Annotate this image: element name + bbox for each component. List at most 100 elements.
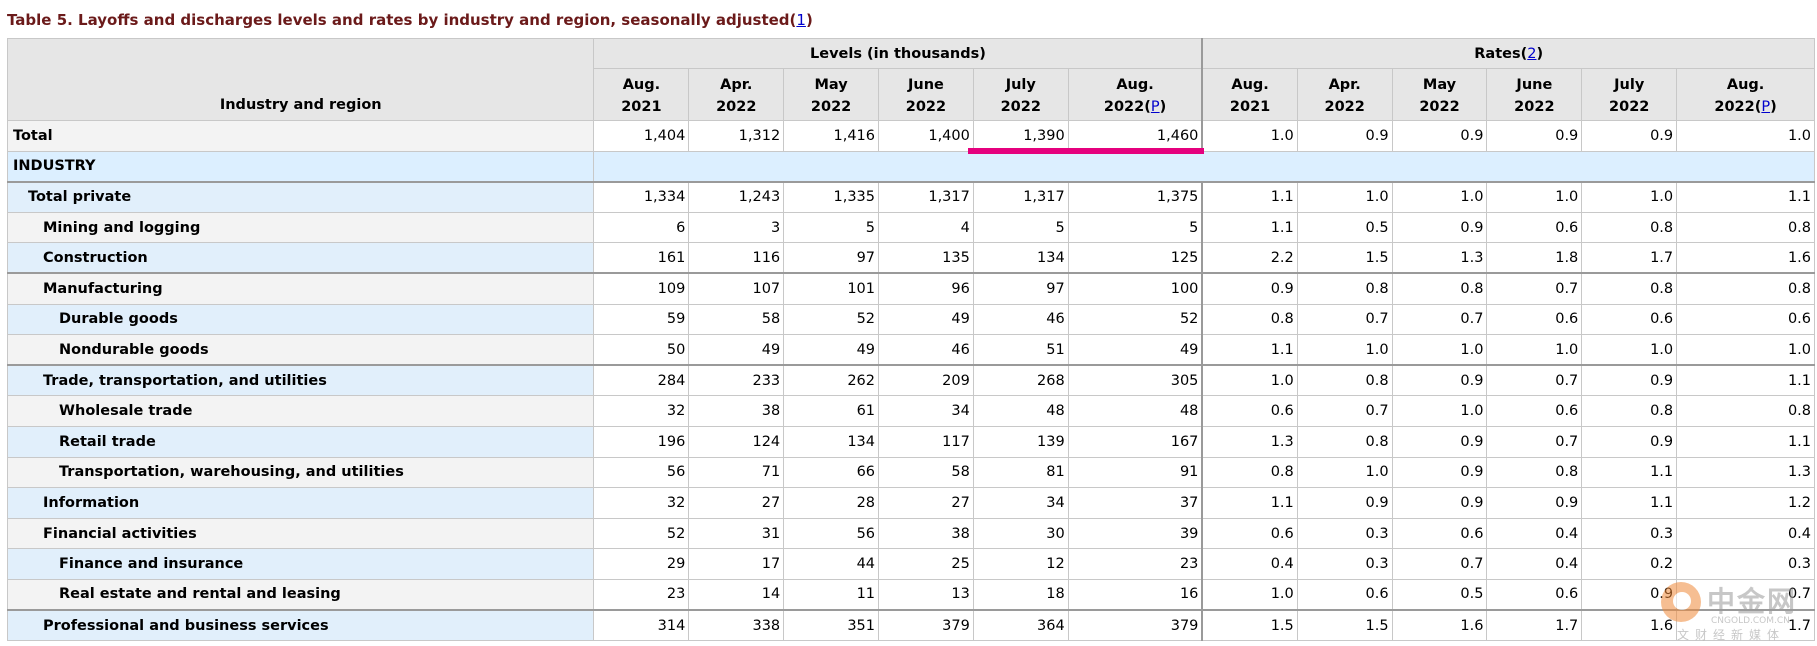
rate-cell: 1.7: [1486, 609, 1583, 642]
rate-cell: 0.4: [1676, 517, 1815, 550]
level-cell: 4: [878, 211, 974, 244]
level-cell: 1,243: [688, 180, 785, 213]
table-row: Trade, transportation, and utilities 284 2…: [6, 364, 1815, 397]
level-cell: 50: [593, 334, 690, 366]
level-cell: 1,375: [1067, 180, 1203, 213]
rate-cell: 0.8: [1581, 211, 1678, 244]
row-label: Mining and logging: [6, 211, 595, 244]
level-cell: 27: [878, 487, 974, 519]
table-row: Finance and insurance 29 17 44 25 12 23 0.4 0.3 0…: [6, 548, 1815, 580]
row-label: Manufacturing: [6, 272, 595, 305]
rate-cell: 0.9: [1296, 487, 1393, 519]
rate-cell: 2.2: [1201, 242, 1298, 274]
preliminary-link[interactable]: P: [1150, 98, 1160, 115]
table-row: Total 1,404 1,312 1,416 1,400 1,390 1,460 1.0 0.…: [6, 120, 1815, 152]
level-cell: 379: [1067, 609, 1203, 642]
rate-cell: 1.1: [1201, 487, 1298, 519]
rates-month-header: Aug. 2021: [1201, 68, 1298, 121]
rate-cell: 1.0: [1296, 334, 1393, 366]
level-cell: 96: [878, 272, 974, 305]
level-cell: 32: [593, 395, 690, 427]
rates-footnote-link[interactable]: 2: [1527, 45, 1537, 62]
level-cell: 100: [1067, 272, 1203, 305]
levels-month-header: Aug. 2022(P): [1067, 68, 1203, 121]
rate-cell: 1.0: [1486, 180, 1583, 213]
rate-cell: 0.7: [1486, 364, 1583, 397]
row-label: Information: [6, 487, 595, 519]
rate-cell: 1.3: [1676, 456, 1815, 489]
rate-cell: 0.3: [1676, 548, 1815, 580]
preliminary-link[interactable]: P: [1761, 98, 1771, 115]
level-cell: 5: [1067, 211, 1203, 244]
rate-cell: 1.0: [1201, 120, 1298, 152]
level-cell: 31: [688, 517, 785, 550]
rate-cell: 0.8: [1676, 395, 1815, 427]
rate-cell: 1.0: [1581, 334, 1678, 366]
rate-cell: 0.9: [1486, 120, 1583, 152]
level-cell: 49: [878, 303, 974, 336]
level-cell: 116: [688, 242, 785, 274]
rate-cell: 1.6: [1391, 609, 1488, 642]
level-cell: 25: [878, 548, 974, 580]
level-cell: 161: [593, 242, 690, 274]
level-cell: 81: [972, 456, 1069, 489]
level-cell: 284: [593, 364, 690, 397]
rate-cell: 0.9: [1581, 120, 1678, 152]
watermark: 中金网 CNGOLD.COM.CN 文财经新媒体: [1655, 578, 1815, 644]
table-row: Durable goods 59 58 52 49 46 52 0.8 0.7 0.7 0.6 0.6…: [6, 303, 1815, 336]
level-cell: 56: [783, 517, 880, 550]
table-caption: Table 5. Layoffs and discharges levels a…: [7, 11, 813, 29]
watermark-url: CNGOLD.COM.CN: [1711, 616, 1790, 626]
level-cell: 305: [1067, 364, 1203, 397]
rate-cell: 1.5: [1201, 609, 1298, 642]
highlight-underline: [968, 148, 1204, 154]
level-cell: 97: [972, 272, 1069, 305]
level-cell: 314: [593, 609, 690, 642]
table-row: Mining and logging 6 3 5 4 5 5 1.1 0.5 0.9 0.6 0.8 0…: [6, 211, 1815, 244]
level-cell: 66: [783, 456, 880, 489]
rate-cell: 0.8: [1296, 272, 1393, 305]
rate-cell: 0.2: [1581, 548, 1678, 580]
level-cell: 13: [878, 578, 974, 611]
level-cell: 48: [972, 395, 1069, 427]
rate-cell: 0.4: [1486, 517, 1583, 550]
table-row: Transportation, warehousing, and utiliti…: [6, 456, 1815, 489]
level-cell: 97: [783, 242, 880, 274]
footnote-1-link[interactable]: 1: [796, 11, 806, 29]
level-cell: 6: [593, 211, 690, 244]
level-cell: 28: [783, 487, 880, 519]
row-label: Durable goods: [6, 303, 595, 336]
section-row: INDUSTRY: [6, 150, 1815, 183]
row-label: Professional and business services: [6, 609, 595, 642]
rate-cell: 0.9: [1391, 120, 1488, 152]
level-cell: 52: [593, 517, 690, 550]
rate-cell: 1.1: [1581, 487, 1678, 519]
level-cell: 1,400: [878, 120, 974, 152]
level-cell: 11: [783, 578, 880, 611]
rate-cell: 0.9: [1201, 272, 1298, 305]
level-cell: 1,312: [688, 120, 785, 152]
rate-cell: 1.1: [1201, 180, 1298, 213]
level-cell: 16: [1067, 578, 1203, 611]
stub-header: Industry and region: [6, 38, 595, 121]
table-row: Real estate and rental and leasing 23 14 11…: [6, 578, 1815, 611]
levels-month-header: May 2022: [783, 68, 880, 121]
table-row: Retail trade 196 124 134 117 139 167 1.3 0.8 0.9 0…: [6, 425, 1815, 458]
rate-cell: 0.9: [1486, 487, 1583, 519]
rate-cell: 1.0: [1391, 180, 1488, 213]
header-group-row: Industry and region Levels (in thousands…: [6, 38, 1816, 121]
levels-month-header: Aug. 2021: [593, 68, 690, 121]
level-cell: 39: [1067, 517, 1203, 550]
rate-cell: 1.0: [1676, 334, 1815, 366]
row-label: Total: [6, 120, 595, 152]
rate-cell: 0.8: [1296, 425, 1393, 458]
rate-cell: 0.5: [1296, 211, 1393, 244]
rates-month-header: July 2022: [1581, 68, 1678, 121]
row-label: Total private: [6, 180, 595, 213]
rate-cell: 0.9: [1391, 211, 1488, 244]
rate-cell: 0.7: [1391, 303, 1488, 336]
rate-cell: 0.6: [1486, 578, 1583, 611]
level-cell: 1,390: [972, 120, 1069, 152]
level-cell: 49: [1067, 334, 1203, 366]
rate-cell: 0.6: [1486, 395, 1583, 427]
